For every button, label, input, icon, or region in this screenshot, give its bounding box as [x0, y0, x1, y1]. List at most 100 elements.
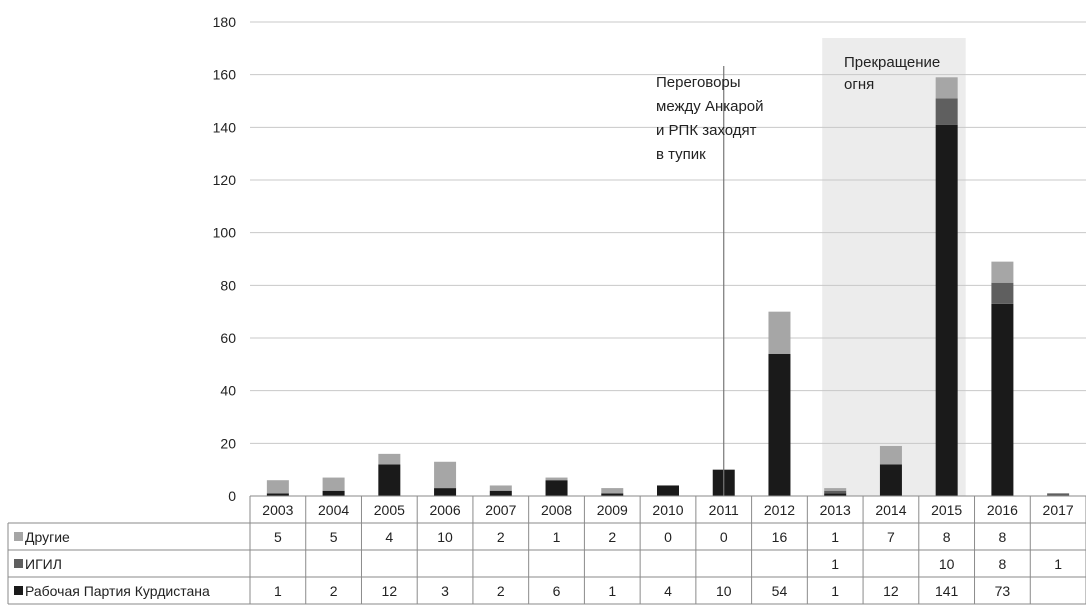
bar-segment [1047, 493, 1070, 496]
x-tick-label: 2014 [875, 502, 906, 518]
data-label: 12 [382, 583, 398, 599]
legend-swatch [14, 532, 23, 541]
data-label: 54 [772, 583, 788, 599]
bar-segment [378, 464, 401, 496]
bar-segment [322, 490, 345, 496]
data-label: 1 [831, 583, 839, 599]
y-tick-label: 180 [213, 14, 237, 30]
x-tick-label: 2015 [931, 502, 962, 518]
x-tick-label: 2012 [764, 502, 795, 518]
y-tick-label: 60 [220, 330, 236, 346]
bars [266, 77, 1070, 496]
bar-segment [768, 311, 791, 354]
data-label: 2 [497, 583, 505, 599]
legend-swatch [14, 586, 23, 595]
x-tick-label: 2010 [652, 502, 683, 518]
annotation-negotiations-line: Переговоры [656, 74, 741, 91]
bar-segment [935, 124, 958, 496]
legend-entry: Другие [25, 529, 70, 545]
data-label: 1 [553, 529, 561, 545]
annotation-negotiations-line: между Анкарой [656, 98, 764, 115]
y-tick-label: 160 [213, 67, 237, 83]
annotation-negotiations-line: и РПК заходят [656, 122, 757, 139]
data-label: 5 [330, 529, 338, 545]
data-label: 1 [831, 529, 839, 545]
y-tick-label: 20 [220, 435, 236, 451]
x-tick-label: 2003 [262, 502, 293, 518]
data-label: 10 [437, 529, 453, 545]
bar-segment [434, 461, 457, 489]
bar-segment [545, 477, 568, 481]
x-tick-label: 2013 [820, 502, 851, 518]
annotation-ceasefire-line: Прекращение [844, 54, 940, 71]
x-tick-label: 2011 [709, 502, 739, 518]
y-axis: 0 20 40 60 80 100 120 140 160 180 [213, 14, 237, 504]
bar-segment [378, 453, 401, 465]
bar-segment [824, 490, 847, 494]
data-label: 0 [720, 529, 728, 545]
data-label: 12 [883, 583, 899, 599]
data-label: 16 [772, 529, 788, 545]
y-tick-label: 120 [213, 172, 237, 188]
bar-segment [879, 464, 902, 496]
data-label: 1 [1054, 556, 1062, 572]
data-label: 6 [553, 583, 561, 599]
bar-segment [991, 282, 1014, 304]
data-label: 10 [716, 583, 732, 599]
data-label: 8 [943, 529, 951, 545]
data-label: 3 [441, 583, 449, 599]
bar-segment [601, 493, 624, 496]
bar-segment [489, 490, 512, 496]
data-label: 10 [939, 556, 955, 572]
bar-segment [935, 77, 958, 99]
bar-segment [322, 477, 345, 491]
bar-segment [935, 98, 958, 125]
annotation-ceasefire-line: огня [844, 76, 874, 93]
data-table: 2003 2004 2005 2006 2007 2 0 0 8 2009 2010 2011 2012… [7, 495, 1086, 605]
data-label: 1 [274, 583, 282, 599]
bar-segment [266, 480, 289, 494]
legend-entry: ИГИЛ [25, 556, 62, 572]
y-tick-label: 0 [228, 488, 236, 504]
data-label: 4 [664, 583, 672, 599]
data-label: 73 [995, 583, 1011, 599]
data-label: 5 [274, 529, 282, 545]
bar-segment [879, 445, 902, 465]
bar-segment [824, 493, 847, 496]
y-tick-label: 140 [213, 119, 237, 135]
x-tick-label: 2004 [318, 502, 349, 518]
data-label: 141 [935, 583, 959, 599]
data-label: 2 [497, 529, 505, 545]
y-tick-label: 80 [220, 277, 236, 293]
data-label: 0 [664, 529, 672, 545]
bar-segment [991, 303, 1014, 496]
legend-swatch [14, 559, 23, 568]
data-label: 7 [887, 529, 895, 545]
bar-segment [489, 485, 512, 491]
data-label: 1 [608, 583, 616, 599]
y-tick-label: 40 [220, 383, 236, 399]
data-label: 8 [999, 556, 1007, 572]
bar-segment [824, 488, 847, 491]
x-tick-label: 2007 [485, 502, 516, 518]
legend-entry: Рабочая Партия Курдистана [25, 583, 210, 599]
bar-segment [991, 261, 1014, 283]
data-label: 8 [999, 529, 1007, 545]
bar-segment [601, 488, 624, 494]
bar-segment [545, 480, 568, 496]
data-label: 2 [330, 583, 338, 599]
x-tick-label: 2017 [1043, 502, 1074, 518]
data-label: 4 [385, 529, 393, 545]
x-tick-label: 2005 [374, 502, 405, 518]
annotation-negotiations-line: в тупик [656, 146, 706, 163]
y-tick-label: 100 [213, 225, 237, 241]
bar-segment [434, 488, 457, 496]
data-label: 2 [608, 529, 616, 545]
x-tick-label: 2006 [429, 502, 460, 518]
bar-segment [768, 353, 791, 496]
x-tick-label: 2009 [597, 502, 628, 518]
x-tick-label: 2016 [987, 502, 1018, 518]
data-label: 1 [831, 556, 839, 572]
bar-segment [266, 493, 289, 496]
